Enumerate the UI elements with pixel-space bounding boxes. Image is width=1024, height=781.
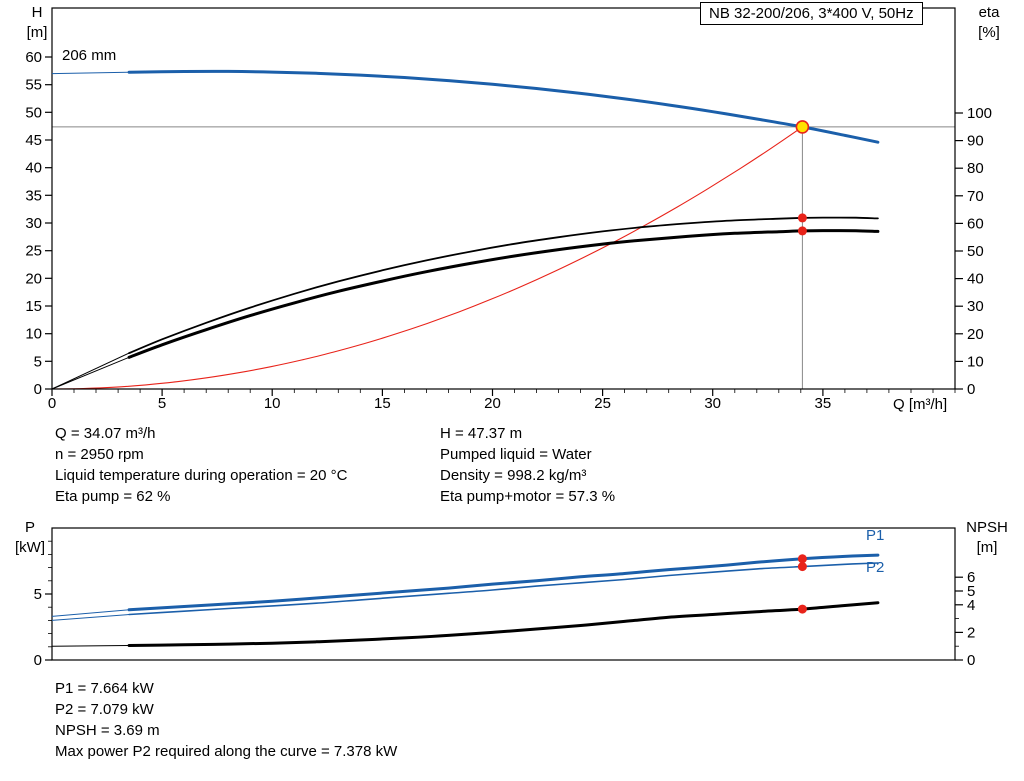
eta-axis-tick-label: 70 — [967, 188, 984, 205]
eta-pump-lead-line — [51, 352, 130, 390]
info-liquid-temperature: Liquid temperature during operation = 20… — [55, 467, 348, 484]
eta-axis-tick-label: 40 — [967, 271, 984, 288]
h-axis-tick-label: 25 — [25, 243, 42, 260]
h-axis-tick-label: 0 — [34, 381, 42, 398]
result-info: P1 = 7.664 kW P2 = 7.079 kW NPSH = 3.69 … — [55, 678, 397, 762]
top-chart: 0 5 10 15 20 25 30 35 0 5 10 15 20 25 30 35 40 45 50 55 60 0 1… — [25, 7, 992, 412]
operating-info-left: Q = 34.07 m³/h n = 2950 rpm Liquid tempe… — [55, 423, 347, 507]
h-axis-tick-label: 60 — [25, 49, 42, 66]
npsh-axis-unit: [m] — [976, 539, 998, 556]
eta-pump-curve — [128, 216, 879, 354]
eta-axis-tick-label: 20 — [967, 326, 984, 343]
duty-dot-eta-pump-motor — [797, 226, 807, 236]
h-axis-header: H [m] — [14, 3, 60, 43]
operating-info-right: H = 47.37 m Pumped liquid = Water Densit… — [440, 423, 615, 507]
eta-axis-tick-label: 10 — [967, 353, 984, 370]
x-axis-tick-label: 20 — [484, 395, 501, 412]
p2-lead-line — [51, 614, 130, 621]
eta-axis-symbol: eta — [978, 4, 1000, 21]
eta-axis-tick-label: 80 — [967, 160, 984, 177]
h-axis-tick-label: 10 — [25, 326, 42, 343]
eta-axis-tick-label: 60 — [967, 215, 984, 232]
result-p1: P1 = 7.664 kW — [55, 680, 154, 697]
h-axis-tick-label: 50 — [25, 104, 42, 121]
eta-axis-tick-label: 30 — [967, 298, 984, 315]
x-axis-tick-label: 35 — [815, 395, 832, 412]
eta-axis-tick-label: 50 — [967, 243, 984, 260]
eta-axis-unit: [%] — [978, 24, 1000, 41]
h-axis-tick-label: 5 — [34, 353, 42, 370]
info-eta-pump-motor: Eta pump+motor = 57.3 % — [440, 488, 616, 505]
npsh-axis-tick-label: 0 — [967, 652, 975, 669]
h-axis-tick-label: 15 — [25, 298, 42, 315]
p1-curve — [127, 553, 880, 612]
duty-dot-p2 — [797, 562, 807, 572]
p-axis-header: P [kW] — [6, 518, 54, 558]
h-lead-line — [51, 71, 130, 75]
npsh-axis-tick-label: 5 — [967, 583, 975, 600]
p-axis-tick-label: 0 — [34, 652, 42, 669]
pump-title-box: NB 32-200/206, 3*400 V, 50Hz — [700, 2, 923, 25]
x-axis-tick-label: 15 — [374, 395, 391, 412]
npsh-axis-tick-label: 4 — [967, 597, 975, 614]
p-axis-symbol: P — [24, 519, 35, 536]
info-pumped-liquid: Pumped liquid = Water — [440, 446, 592, 463]
h-axis-tick-label: 55 — [25, 77, 42, 94]
info-speed: n = 2950 rpm — [55, 446, 144, 463]
eta-axis-tick-label: 0 — [967, 381, 975, 398]
duty-dot-eta-pump — [797, 213, 807, 223]
p1-curve-label: P1 — [866, 527, 885, 544]
eta-pump-motor-lead-line — [51, 356, 130, 390]
info-eta-pump: Eta pump = 62 % — [55, 488, 171, 505]
result-max-power: Max power P2 required along the curve = … — [55, 743, 398, 760]
top-chart-frame — [51, 7, 956, 390]
p2-curve-label: P2 — [866, 559, 885, 576]
duty-parabola — [51, 126, 803, 390]
x-axis-tick-label: 0 — [48, 395, 56, 412]
h-axis-tick-label: 30 — [25, 215, 42, 232]
npsh-axis-header: NPSH [m] — [956, 518, 1018, 558]
info-head: H = 47.37 m — [440, 425, 523, 442]
duty-point-marker[interactable] — [795, 120, 810, 134]
h-axis-symbol: H — [31, 4, 43, 21]
p2-curve — [128, 562, 879, 616]
x-axis-tick-label: 5 — [158, 395, 166, 412]
info-flow: Q = 34.07 m³/h — [55, 425, 156, 442]
npsh-curve — [127, 601, 880, 647]
x-axis-tick-label: 10 — [264, 395, 281, 412]
eta-axis-tick-label: 100 — [967, 105, 992, 122]
result-npsh: NPSH = 3.69 m — [55, 722, 160, 739]
q-axis-label: Q [m³/h] — [893, 396, 948, 413]
h-curve — [127, 69, 880, 144]
p-axis-tick-label: 5 — [34, 586, 42, 603]
p-axis-unit: [kW] — [15, 539, 45, 556]
duty-dot-npsh — [797, 604, 807, 614]
h-axis-tick-label: 35 — [25, 187, 42, 204]
npsh-axis-symbol: NPSH — [966, 519, 1008, 536]
npsh-axis-tick-label: 6 — [967, 569, 975, 586]
eta-axis-header: eta [%] — [962, 3, 1016, 43]
impeller-diameter-label: 206 mm — [62, 47, 117, 64]
bottom-chart-frame — [51, 527, 956, 661]
duty-dot-p1 — [797, 554, 807, 564]
h-axis-unit: [m] — [26, 24, 48, 41]
h-axis-tick-label: 45 — [25, 132, 42, 149]
eta-axis-tick-label: 90 — [967, 133, 984, 150]
npsh-lead-line — [51, 645, 130, 647]
h-axis-tick-label: 40 — [25, 160, 42, 177]
x-axis-tick-label: 30 — [704, 395, 721, 412]
h-axis-tick-label: 20 — [25, 270, 42, 287]
result-p2: P2 = 7.079 kW — [55, 701, 154, 718]
npsh-axis-tick-label: 2 — [967, 624, 975, 641]
info-density: Density = 998.2 kg/m³ — [440, 467, 587, 484]
x-axis-tick-label: 25 — [594, 395, 611, 412]
p1-lead-line — [51, 609, 130, 617]
